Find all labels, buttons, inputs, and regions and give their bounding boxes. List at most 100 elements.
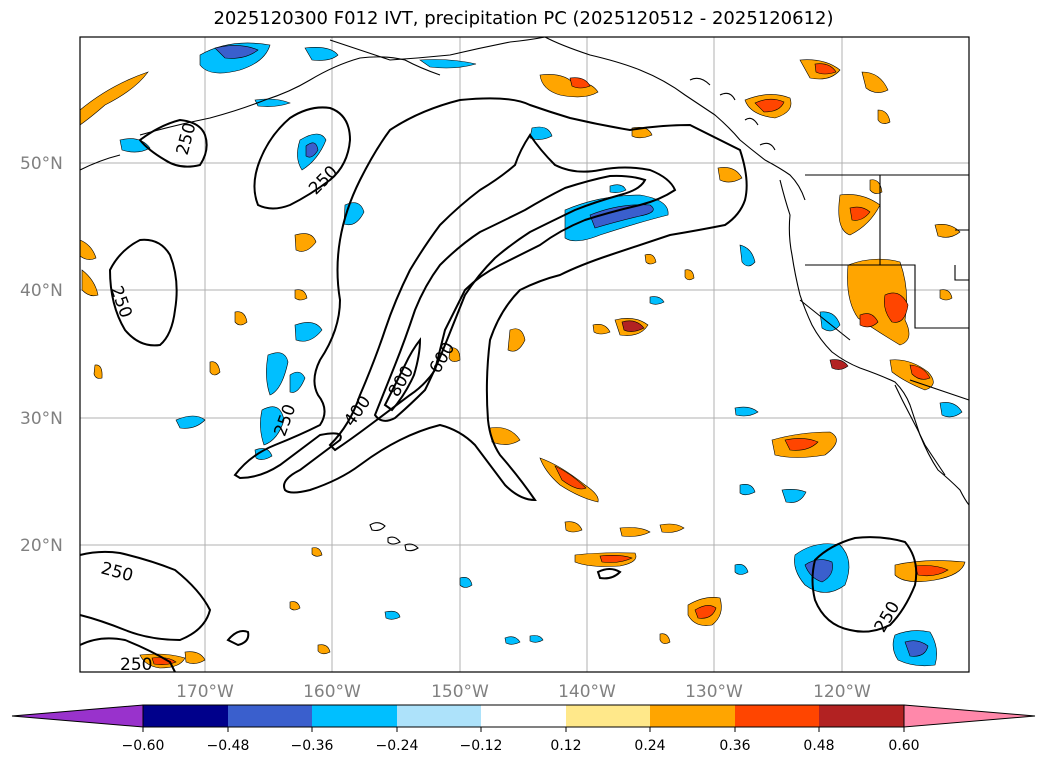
pos-patch [569,77,591,89]
colorbar-bin [735,705,819,727]
neg-patch [649,296,665,305]
neg-patch [734,564,749,575]
pos-patch [592,324,611,335]
contour-400 [328,133,677,452]
colorbar-tick-label: −0.12 [460,738,503,754]
pos-patch [507,328,526,352]
alaska-coast [329,36,546,61]
pos-patch [489,427,521,445]
colorbar-bin [397,705,481,727]
colorbar-tick-label: 0.36 [719,738,750,754]
pos-patch [694,605,717,619]
lon-label-130w: 130°W [685,682,743,702]
pos-patch [564,521,583,533]
lon-label-120w: 120°W [813,682,871,702]
pos-patch [914,565,949,577]
pos-patch [659,523,685,533]
colorbar-tick-label: 0.48 [803,738,834,754]
pos-patch [829,359,849,370]
neg-patch [304,47,339,61]
colorbar-bin [819,705,904,727]
longitude-labels: 170°W 160°W 150°W 140°W 130°W 120°W [176,682,871,702]
contour-250-main [233,97,748,502]
contour-label-250-bottom: 250 [120,655,152,675]
contour-250-bottom-left [79,637,176,673]
colorbar-tick-label: 0.24 [634,738,665,754]
pos-patch [934,224,961,238]
lon-label-150w: 150°W [431,682,489,702]
neg-patch [260,406,285,446]
contour-800 [383,337,422,412]
baja-coast [894,384,946,476]
contour-250-small-loop [226,630,250,647]
neg-patch [175,415,206,429]
pos-patch [884,292,909,323]
neg-patch [781,489,807,503]
contour-250-west [108,238,178,347]
neg-patch [294,322,323,342]
neg-patch [305,142,319,158]
canada-coast-islands [689,77,776,151]
colorbar-tick-marks [142,727,905,732]
colorbar-bin [143,705,228,727]
pos-patch [939,289,953,301]
lat-label-50n: 50°N [20,154,63,174]
pos-patch [621,320,645,332]
map-title: 2025120300 F012 IVT, precipitation PC (2… [213,8,834,29]
pos-patch [684,269,695,281]
neg-patch [734,406,759,417]
contour-250-se [811,536,918,633]
colorbar-bin [566,705,650,727]
lat-label-40n: 40°N [20,281,63,301]
pos-patch [311,547,323,557]
pos-patch [294,289,308,301]
neg-patch [819,311,841,332]
latitude-labels: 50°N 40°N 30°N 20°N [20,154,63,556]
colorbar-tick-label: −0.48 [207,738,250,754]
colorbar-extend-right [903,704,1036,728]
pos-patch [717,167,743,183]
pos-patch [79,71,149,126]
lat-label-20n: 20°N [20,536,63,556]
colorbar-bin [481,705,566,727]
neg-patch [529,635,544,643]
contour-250-ak [138,118,208,168]
pos-patch [448,347,461,362]
pos-patch [847,258,910,346]
neg-patch [739,484,756,496]
colorbar-extend-left [11,704,144,728]
colorbar-tick-label: 0.12 [550,738,581,754]
pos-patch [754,98,785,113]
pos-patch [644,254,657,265]
contour-250-bottom-center [596,568,622,580]
pos-patch [79,239,97,260]
pos-patch [209,361,221,376]
neg-patch [289,371,306,393]
neg-patch [939,402,963,418]
pos-patch [909,364,931,380]
pos-patch [877,109,891,124]
colorbar-tick-label: −0.24 [376,738,419,754]
ivt-contours [79,97,918,673]
colorbar-bin [650,705,735,727]
pos-patch [784,438,819,451]
pos-patch [619,527,651,537]
pos-patch [814,63,837,75]
neg-patch [214,45,259,59]
neg-patch [504,636,521,645]
colorbar [11,704,1036,728]
colorbar-tick-label: −0.60 [122,738,165,754]
neg-patch [739,244,756,267]
pos-patch [184,651,206,664]
neg-patch [419,59,477,69]
contour-250-sw [79,550,212,642]
hawaii-islands [369,522,419,552]
colorbar-tick-label: −0.36 [291,738,334,754]
pos-patch [554,465,587,490]
pos-patch [659,633,671,644]
us-state-borders [799,174,970,401]
neg-patch [266,352,289,396]
pos-patch [294,233,317,252]
pos-patch [289,601,301,611]
